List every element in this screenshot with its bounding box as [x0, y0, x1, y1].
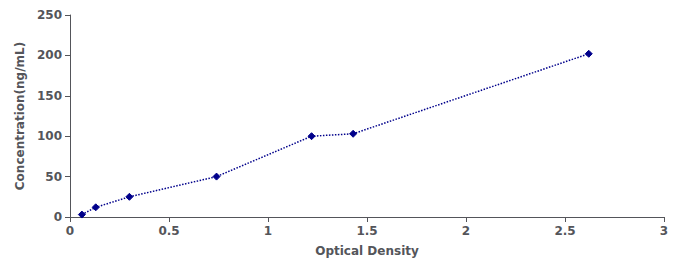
svg-text:0: 0: [66, 224, 74, 238]
svg-text:0: 0: [54, 210, 62, 224]
svg-text:0.5: 0.5: [158, 224, 179, 238]
svg-text:2.5: 2.5: [554, 224, 575, 238]
svg-text:3: 3: [660, 224, 668, 238]
svg-text:250: 250: [37, 8, 62, 22]
svg-text:2: 2: [462, 224, 470, 238]
svg-text:1.5: 1.5: [356, 224, 377, 238]
svg-text:50: 50: [45, 170, 62, 184]
svg-text:Concentration(ng/mL): Concentration(ng/mL): [13, 42, 27, 190]
svg-text:150: 150: [37, 89, 62, 103]
svg-text:Optical Density: Optical Density: [315, 244, 419, 258]
svg-text:1: 1: [264, 224, 272, 238]
svg-text:200: 200: [37, 48, 62, 62]
svg-text:100: 100: [37, 129, 62, 143]
